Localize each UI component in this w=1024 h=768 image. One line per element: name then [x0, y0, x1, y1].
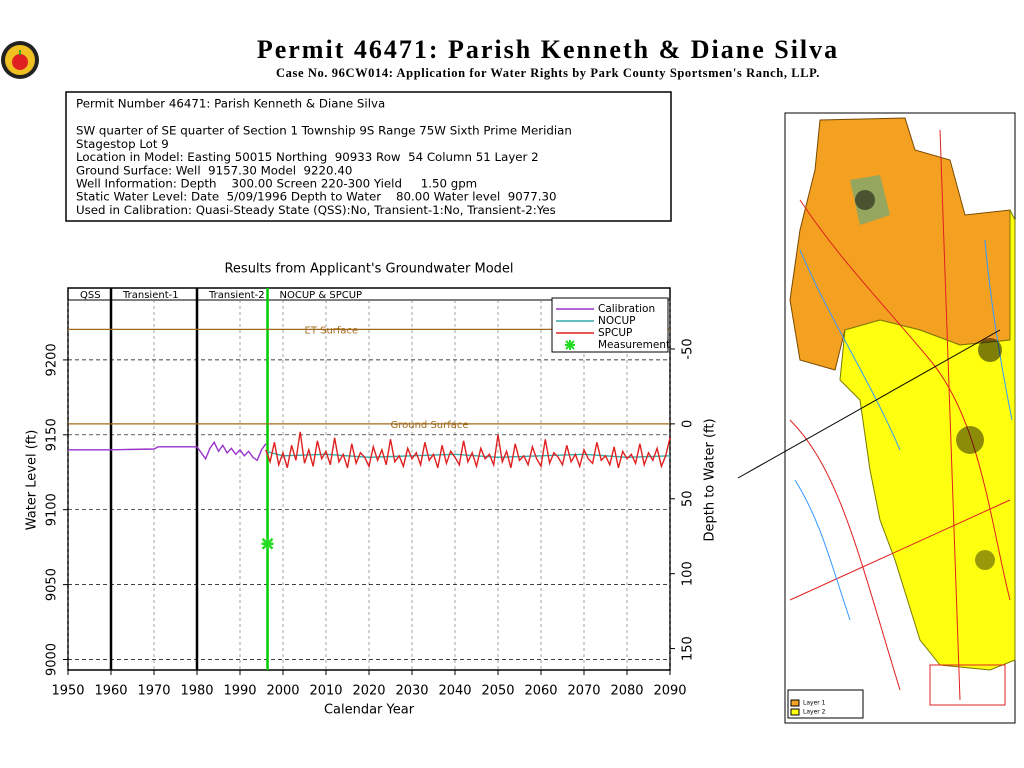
y-tick-label: 9000 [45, 643, 60, 676]
page-title: Permit 46471: Parish Kenneth & Diane Sil… [257, 35, 839, 64]
x-tick-label: 2080 [610, 684, 643, 699]
map-legend-label: Layer 1 [803, 700, 826, 707]
x-tick-label: 2090 [653, 684, 686, 699]
chart-title: Results from Applicant's Groundwater Mod… [224, 262, 513, 277]
y2-axis-label: Depth to Water (ft) [703, 418, 718, 541]
y2-tick-label: -50 [681, 338, 696, 359]
x-tick-label: 2030 [395, 684, 428, 699]
y2-tick-label: 50 [681, 491, 696, 508]
series-line [68, 440, 267, 462]
map: Layer 1 Layer 2 [737, 112, 1016, 724]
info-line: Stagestop Lot 9 [76, 137, 169, 151]
info-line: Used in Calibration: Quasi-Steady State … [76, 203, 556, 217]
info-box [65, 91, 672, 222]
legend-label: Measurement [598, 339, 670, 351]
series-line [265, 431, 671, 469]
info-line: Location in Model: Easting 50015 Northin… [76, 150, 539, 164]
x-tick-label: 2010 [309, 684, 342, 699]
chart: Results from Applicant's Groundwater Mod… [25, 262, 718, 718]
period-label: QSS [80, 290, 101, 301]
info-lines: Permit Number 46471: Parish Kenneth & Di… [76, 97, 572, 217]
measurement-point [261, 537, 274, 550]
legend-label: NOCUP [598, 315, 635, 327]
x-tick-label: 2070 [567, 684, 600, 699]
period-label: Transient-1 [122, 290, 179, 301]
x-tick-label: 1960 [94, 684, 127, 699]
legend-label: Calibration [598, 303, 655, 315]
y2-tick-label: 100 [681, 561, 696, 586]
y2-tick-label: 0 [681, 420, 696, 428]
x-tick-label: 2050 [481, 684, 514, 699]
period-label: Transient-2 [208, 290, 265, 301]
y-tick-label: 9050 [45, 568, 60, 601]
x-tick-label: 2040 [438, 684, 471, 699]
reference-label: Ground Surface [391, 420, 469, 431]
x-tick-label: 1950 [51, 684, 84, 699]
info-line: SW quarter of SE quarter of Section 1 To… [76, 124, 572, 138]
x-tick-label: 1970 [137, 684, 170, 699]
period-label: NOCUP & SPCUP [280, 290, 363, 301]
x-tick-label: 1990 [223, 684, 256, 699]
map-legend-label: Layer 2 [803, 709, 826, 716]
page-subtitle: Case No. 96CW014: Application for Water … [276, 66, 820, 80]
legend-marker [565, 340, 575, 350]
reference-label: ET Surface [305, 325, 359, 336]
x-tick-label: 2060 [524, 684, 557, 699]
x-axis-label: Calendar Year [324, 703, 415, 718]
legend-label: SPCUP [598, 327, 632, 339]
logo [1, 41, 39, 79]
y2-tick-label: 150 [681, 636, 696, 661]
info-line: Ground Surface: Well 9157.30 Model 9220.… [76, 163, 352, 177]
y-tick-label: 9200 [45, 343, 60, 376]
info-line: Well Information: Depth 300.00 Screen 22… [76, 177, 477, 191]
x-tick-label: 2000 [266, 684, 299, 699]
x-tick-label: 1980 [180, 684, 213, 699]
y-tick-label: 9150 [45, 418, 60, 451]
x-tick-label: 2020 [352, 684, 385, 699]
y-axis-label: Water Level (ft) [25, 430, 40, 531]
info-line: Permit Number 46471: Parish Kenneth & Di… [76, 97, 385, 111]
info-line: Static Water Level: Date 5/09/1996 Depth… [76, 190, 557, 204]
series-line [265, 450, 671, 459]
y-tick-label: 9100 [45, 493, 60, 526]
